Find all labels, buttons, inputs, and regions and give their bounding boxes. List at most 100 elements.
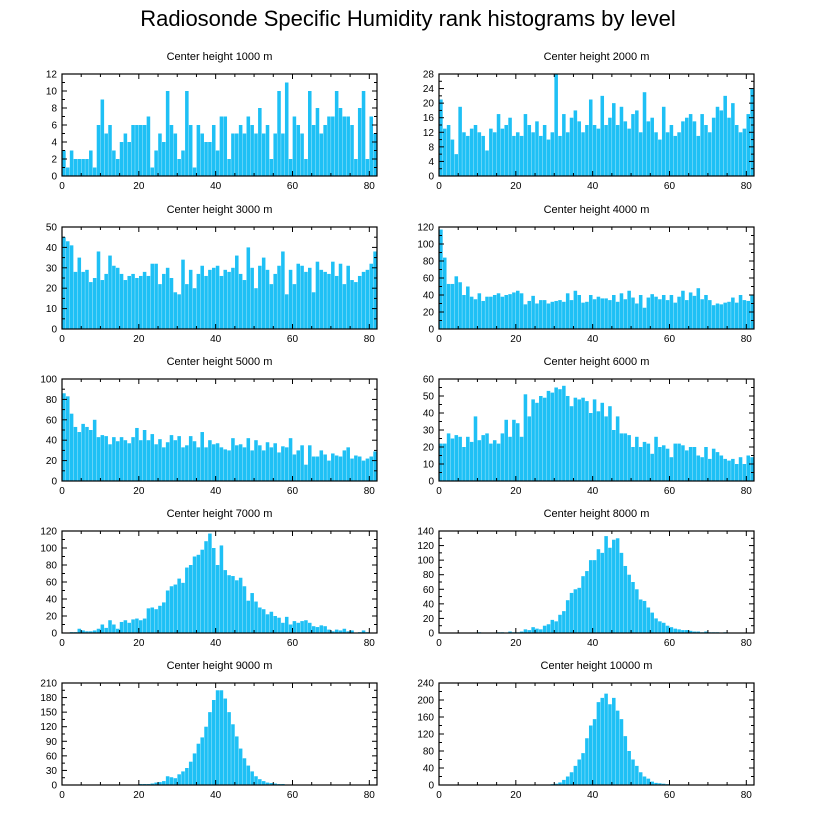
histogram-bar <box>454 276 459 329</box>
histogram-bar <box>615 710 620 786</box>
histogram-bar <box>223 570 228 633</box>
histogram-bar <box>246 438 251 481</box>
histogram-bar <box>265 125 270 176</box>
histogram-bar <box>162 142 166 176</box>
histogram-bar <box>742 300 747 329</box>
y-tick-label: 16 <box>423 113 435 124</box>
histogram-bar <box>665 448 670 481</box>
histogram-bar <box>350 458 354 481</box>
histogram-bar <box>638 295 643 329</box>
histogram-bar <box>277 617 281 633</box>
histogram-bar <box>96 125 101 176</box>
histogram-bar <box>658 621 662 633</box>
histogram-bar <box>323 125 327 176</box>
histogram-bar <box>123 440 128 481</box>
histogram-bar <box>473 125 478 176</box>
histogram-bar <box>265 269 270 329</box>
histogram-bar <box>466 135 470 176</box>
y-tick-label: 20 <box>46 456 58 467</box>
histogram-bar <box>535 121 539 176</box>
histogram-bar <box>542 397 547 481</box>
histogram-bar <box>131 125 135 176</box>
histogram-bar <box>692 447 697 481</box>
plot-frame <box>61 682 378 786</box>
histogram-bar <box>665 625 670 633</box>
histogram-bar <box>292 116 297 176</box>
x-tick-label: 40 <box>210 334 222 345</box>
histogram-bar <box>192 441 197 481</box>
histogram-bar <box>142 271 147 329</box>
histogram-bar <box>577 587 581 633</box>
histogram-bar <box>73 271 78 329</box>
histogram-bar <box>273 133 277 176</box>
histogram-bar <box>246 116 251 176</box>
x-tick-label: 80 <box>741 334 753 345</box>
histogram-bar <box>554 387 558 481</box>
histogram-bar <box>688 447 693 481</box>
histogram-bar <box>254 288 258 329</box>
histogram-bar <box>592 299 597 329</box>
histogram-bar <box>565 600 570 633</box>
y-tick-label: 160 <box>417 713 434 724</box>
histogram-bar <box>154 782 158 785</box>
histogram-bar <box>258 108 262 176</box>
histogram-bar <box>734 302 739 329</box>
histogram-bar <box>96 628 101 633</box>
histogram-bar <box>608 117 612 176</box>
histogram-bar <box>361 460 366 481</box>
histogram-bar <box>439 99 443 176</box>
y-tick-label: 10 <box>423 460 435 471</box>
histogram-bar <box>373 251 377 329</box>
histogram-bar <box>334 455 339 481</box>
x-tick-label: 40 <box>587 790 599 801</box>
histogram-bar <box>554 300 558 329</box>
histogram-bar <box>273 443 277 481</box>
histogram-bar <box>650 781 654 785</box>
x-tick-label: 20 <box>510 790 522 801</box>
histogram-bar <box>100 435 105 481</box>
histogram-bar <box>112 437 116 481</box>
histogram-bar <box>600 697 605 786</box>
histogram-bar <box>704 631 708 633</box>
histogram-bar <box>177 294 181 329</box>
x-tick-label: 40 <box>587 486 599 497</box>
histogram-bar <box>562 114 566 176</box>
histogram-bar <box>235 580 239 633</box>
y-tick-label: 40 <box>46 243 58 254</box>
histogram-bar <box>208 440 212 481</box>
histogram-bar <box>119 142 124 176</box>
histogram-bar <box>296 263 301 329</box>
histogram-bar <box>473 299 478 329</box>
y-tick-label: 4 <box>428 157 434 168</box>
histogram-bar <box>223 116 228 176</box>
histogram-bar <box>708 458 712 481</box>
x-tick-label: 60 <box>287 790 299 801</box>
x-tick-label: 0 <box>59 334 65 345</box>
histogram-bar <box>211 125 216 176</box>
histogram-bar <box>592 399 597 481</box>
x-tick-label: 40 <box>210 486 222 497</box>
histogram-bar <box>550 392 555 481</box>
histogram-bar <box>319 269 324 329</box>
histogram-bar <box>612 539 616 633</box>
x-tick-label: 60 <box>287 486 299 497</box>
histogram-bar <box>554 783 558 785</box>
histogram-bar <box>642 600 647 633</box>
histogram-bar <box>658 299 662 329</box>
histogram-bar <box>592 560 597 633</box>
histogram-bar <box>588 413 593 481</box>
histogram-bar <box>100 280 105 329</box>
x-tick-label: 0 <box>436 638 442 649</box>
histogram-bar <box>357 456 362 481</box>
histogram-bar <box>588 99 593 176</box>
histogram-bar <box>177 774 181 785</box>
histogram-bar <box>135 125 139 176</box>
histogram-bar <box>127 622 131 633</box>
histogram-bar <box>112 265 116 329</box>
histogram-bar <box>462 447 466 481</box>
histogram-bar <box>69 150 74 176</box>
histogram-bar <box>146 608 151 633</box>
histogram-bar <box>354 282 358 329</box>
histogram-bar <box>546 390 551 481</box>
